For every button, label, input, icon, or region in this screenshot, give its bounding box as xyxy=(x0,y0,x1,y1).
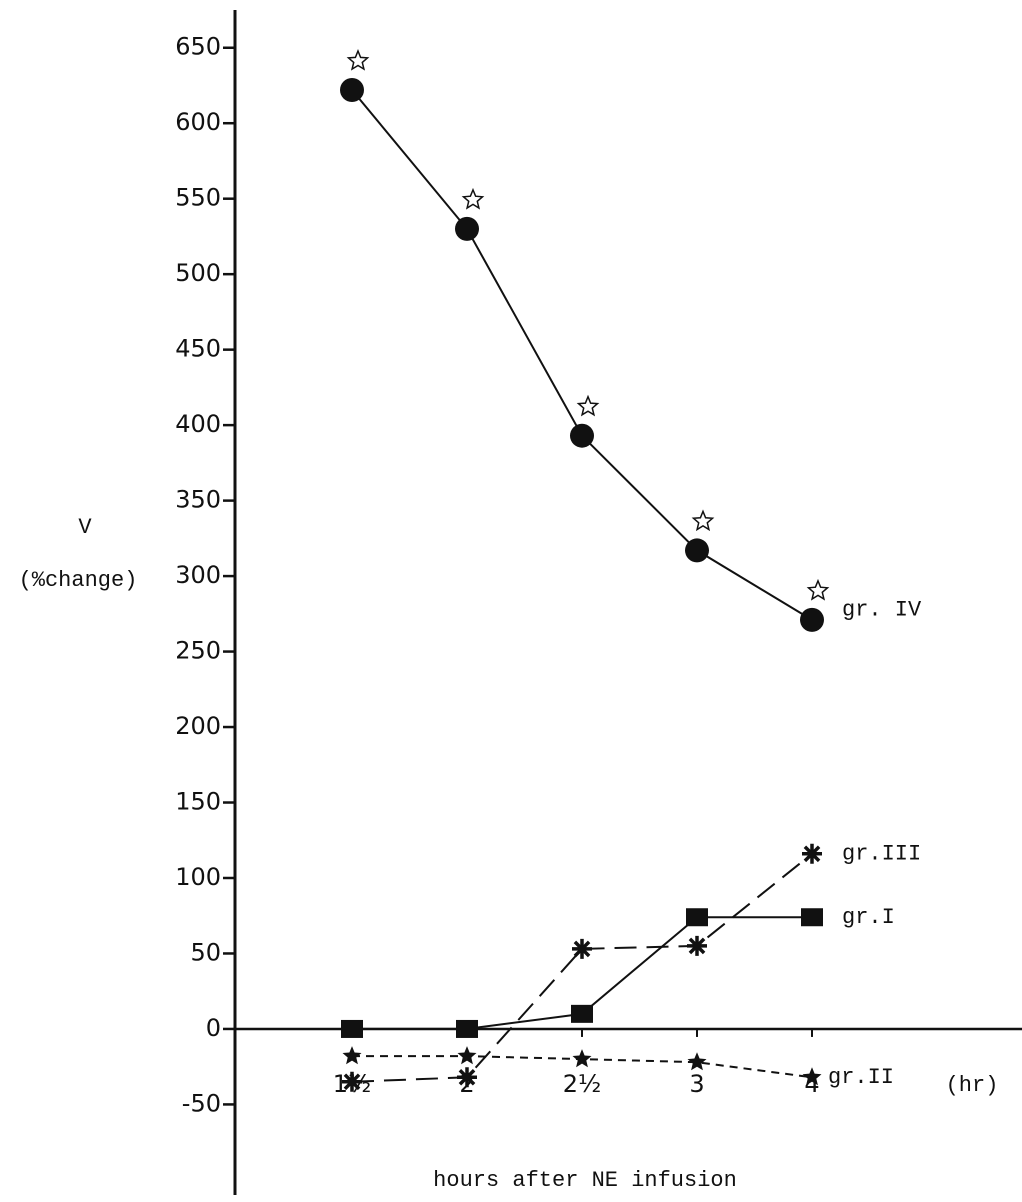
y-tick-label: 200 xyxy=(175,712,221,740)
point xyxy=(685,538,709,563)
y-tick-label: 650 xyxy=(175,33,221,61)
y-tick-label: 250 xyxy=(175,637,221,665)
y-axis-label: V xyxy=(78,515,92,540)
point xyxy=(342,1071,362,1092)
y-tick-label: 400 xyxy=(175,410,221,438)
x-axis-label: hours after NE infusion xyxy=(433,1168,737,1193)
y-tick-label: 300 xyxy=(175,561,221,589)
series-label: gr.III xyxy=(842,842,921,867)
x-tick-label: 2½ xyxy=(563,1070,602,1098)
y-tick-label: 500 xyxy=(175,259,221,287)
y-tick-label: 100 xyxy=(175,863,221,891)
point xyxy=(455,216,479,241)
y-tick-label: 350 xyxy=(175,486,221,514)
significance-marker xyxy=(806,578,830,601)
point xyxy=(341,1019,363,1038)
series-label: gr.II xyxy=(828,1065,894,1090)
point xyxy=(687,935,707,956)
point xyxy=(342,1046,362,1065)
series-line xyxy=(351,853,813,1083)
point xyxy=(686,908,708,927)
point xyxy=(687,1052,707,1071)
point xyxy=(802,843,822,864)
point xyxy=(572,1049,592,1068)
significance-marker xyxy=(461,187,485,210)
y-tick-label: 600 xyxy=(175,108,221,136)
y-tick-label: 0 xyxy=(206,1014,221,1042)
point xyxy=(572,938,592,959)
y-tick-label: 450 xyxy=(175,335,221,363)
point xyxy=(800,607,824,632)
y-tick-label: 550 xyxy=(175,184,221,212)
y-axis-label: (%change) xyxy=(19,568,138,593)
point xyxy=(457,1046,477,1065)
series-label: gr. IV xyxy=(842,598,922,623)
point xyxy=(456,1019,478,1038)
significance-marker xyxy=(576,394,600,417)
significance-marker xyxy=(691,509,715,532)
series-label: gr.I xyxy=(842,905,895,930)
point xyxy=(571,1004,593,1023)
point xyxy=(457,1067,477,1088)
x-tick-label: 3 xyxy=(689,1070,704,1098)
x-axis-unit: (hr) xyxy=(946,1073,999,1098)
y-tick-label: 150 xyxy=(175,788,221,816)
point xyxy=(801,908,823,927)
point xyxy=(802,1067,822,1086)
point xyxy=(570,423,594,448)
series-line xyxy=(351,89,813,621)
y-tick-label: -50 xyxy=(182,1089,221,1117)
y-tick-label: 50 xyxy=(190,938,221,966)
significance-marker xyxy=(346,49,370,71)
point xyxy=(340,78,364,103)
